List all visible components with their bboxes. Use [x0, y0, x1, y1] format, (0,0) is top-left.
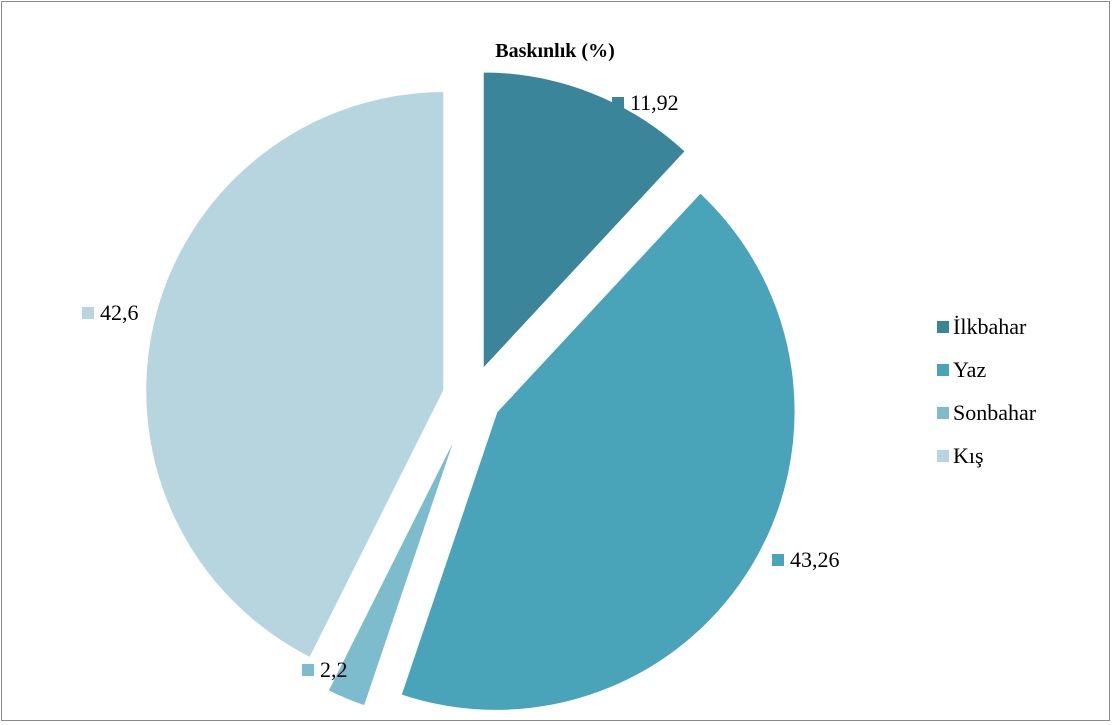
- data-label-value: 42,6: [100, 300, 139, 325]
- legend-label: İlkbahar: [953, 314, 1027, 339]
- legend-swatch: [937, 407, 949, 419]
- data-label-value: 2,2: [320, 657, 348, 682]
- legend-swatch: [937, 321, 949, 333]
- legend-label: Kış: [953, 443, 984, 468]
- legend: İlkbahar Yaz Sonbahar Kış: [937, 314, 1037, 468]
- legend-item-sonbahar: Sonbahar: [937, 400, 1037, 425]
- pie-slice-kis: [143, 89, 447, 661]
- data-label-ilkbahar: 11,92: [612, 90, 679, 115]
- data-label-marker: [612, 97, 624, 109]
- data-label-value: 43,26: [790, 547, 840, 572]
- pie-slices: [143, 69, 798, 713]
- legend-label: Yaz: [953, 357, 986, 382]
- data-label-marker: [302, 664, 314, 676]
- pie-slice-ilkbahar: [480, 69, 689, 373]
- pie-slice-sonbahar: [325, 421, 463, 709]
- legend-item-yaz: Yaz: [937, 357, 986, 382]
- legend-label: Sonbahar: [953, 400, 1037, 425]
- data-label-kis: 42,6: [82, 300, 139, 325]
- legend-item-kis: Kış: [937, 443, 984, 468]
- data-label-marker: [82, 307, 94, 319]
- legend-item-ilkbahar: İlkbahar: [937, 314, 1027, 339]
- legend-swatch: [937, 364, 949, 376]
- data-label-marker: [772, 554, 784, 566]
- data-label-yaz: 43,26: [772, 547, 840, 572]
- legend-swatch: [937, 450, 949, 462]
- data-labels: 11,92 43,26 2,2 42,6: [82, 90, 840, 682]
- data-label-sonbahar: 2,2: [302, 657, 348, 682]
- chart-title: Baskınlık (%): [495, 40, 614, 62]
- data-label-value: 11,92: [630, 90, 679, 115]
- pie-slice-yaz: [398, 190, 798, 713]
